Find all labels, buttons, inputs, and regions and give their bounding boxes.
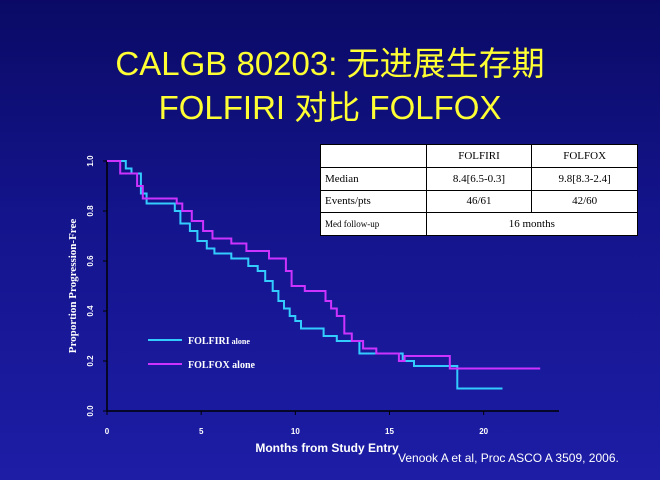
y-tick-label: 0.0 <box>86 405 95 417</box>
table-row-label: Median <box>320 166 427 191</box>
series-line-folfiri <box>107 160 503 390</box>
legend-series-name: FOLFOX <box>188 360 230 371</box>
table-header-empty <box>320 144 427 168</box>
x-tick-label: 0 <box>105 427 110 436</box>
table-cell: 16 months <box>425 212 639 236</box>
table-cell: 8.4[6.5-0.3] <box>425 166 533 191</box>
series-line-folfox <box>107 160 541 370</box>
table-row: Events/pts 46/61 42/60 <box>320 189 638 214</box>
table-cell: 46/61 <box>425 189 533 214</box>
y-axis-label: Proportion Progression-Free <box>67 219 79 354</box>
table-row: Median 8.4[6.5-0.3] 9.8[8.3-2.4] <box>320 166 638 191</box>
x-tick-label: 5 <box>199 427 204 436</box>
table-header-folfox: FOLFOX <box>531 144 638 168</box>
y-tick-label: 0.2 <box>86 355 95 367</box>
x-tick-label: 10 <box>291 427 300 436</box>
source-citation: Venook A et al, Proc ASCO A 3509, 2006. <box>398 451 619 465</box>
y-tick-label: 0.4 <box>86 305 95 317</box>
table-cell: 9.8[8.3-2.4] <box>531 166 638 191</box>
y-tick-label: 1.0 <box>86 155 95 167</box>
table-row-label: Events/pts <box>320 189 427 214</box>
y-tick-label: 0.6 <box>86 255 95 267</box>
legend-label-folfiri: FOLFIRI alone <box>188 336 250 347</box>
table-row-label: Med follow-up <box>320 212 427 236</box>
table-header-row: FOLFIRI FOLFOX <box>320 144 638 168</box>
summary-table: FOLFIRI FOLFOX Median 8.4[6.5-0.3] 9.8[8… <box>320 144 639 236</box>
table-cell: 42/60 <box>531 189 638 214</box>
legend-series-suffix: alone <box>230 360 256 371</box>
x-tick-label: 20 <box>479 427 488 436</box>
slide-title-line1: CALGB 80203: 无进展生存期 <box>115 45 545 82</box>
legend-series-suffix: alone <box>230 337 251 346</box>
y-tick-label: 0.8 <box>86 205 95 217</box>
table-header-folfiri: FOLFIRI <box>425 144 533 168</box>
legend-label-folfox: FOLFOX alone <box>188 360 256 371</box>
x-axis-label: Months from Study Entry <box>255 441 399 455</box>
slide-title-line2: FOLFIRI 对比 FOLFOX <box>158 89 502 126</box>
legend-series-name: FOLFIRI <box>188 336 230 347</box>
table-row: Med follow-up 16 months <box>320 212 639 236</box>
x-tick-label: 15 <box>385 427 394 436</box>
